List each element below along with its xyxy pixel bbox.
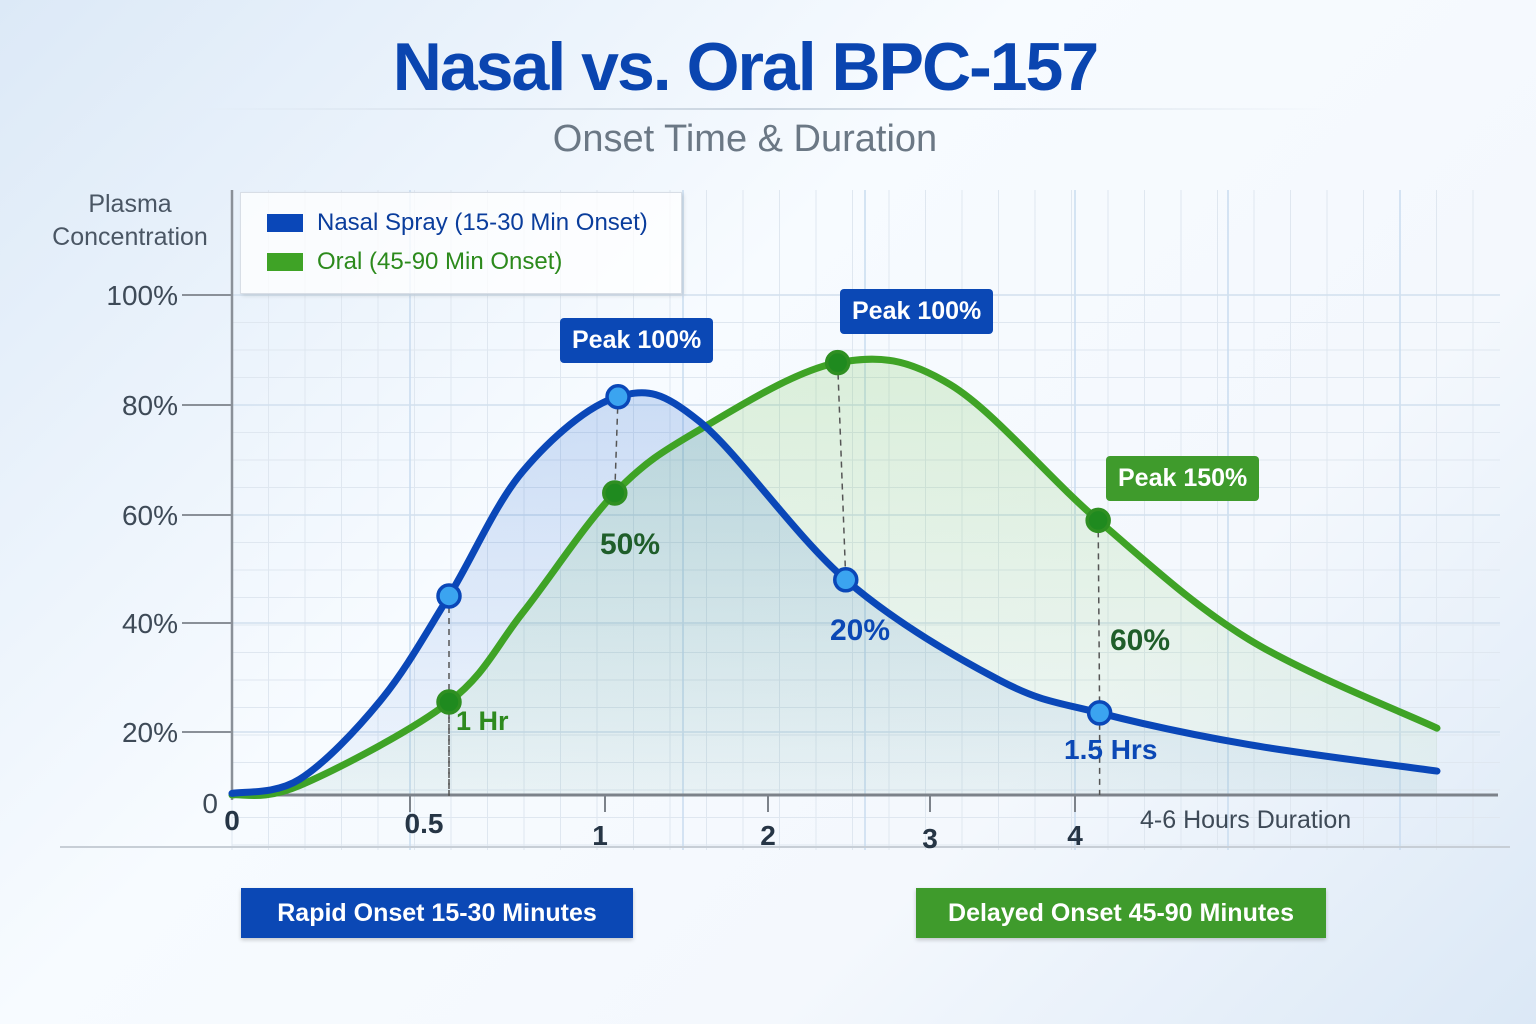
marker-oral (436, 689, 462, 715)
legend-swatch-oral (267, 253, 303, 271)
marker-oral (602, 480, 628, 506)
y-tick-label: 20% (122, 717, 178, 748)
x-tick-label: 4 (1067, 820, 1083, 851)
y-tick-label: 40% (122, 608, 178, 639)
chart-subtitle: Onset Time & Duration (552, 118, 938, 160)
legend-swatch-nasal (267, 214, 303, 232)
rapid-onset-banner: Rapid Onset 15-30 Minutes (241, 888, 633, 938)
y-tick-label: 80% (122, 390, 178, 421)
oral-peak-callout: Peak 100% (840, 289, 994, 334)
legend: Nasal Spray (15-30 Min Onset) Oral (45-9… (240, 192, 682, 294)
marker-oral (1085, 507, 1111, 534)
area-nasal (232, 392, 1437, 795)
guide-line (614, 396, 619, 494)
one-five-hrs-label: 1.5 Hrs (1064, 734, 1158, 765)
y-tick-label: 0 (202, 788, 218, 819)
fifty-percent-label: 50% (600, 528, 661, 561)
x-tick-label: 0.5 (405, 808, 444, 839)
one-hr-label: 1 Hr (456, 706, 509, 736)
marker-nasal (605, 384, 631, 410)
x-tick-label: 0 (224, 805, 240, 836)
nasal-peak-callout: Peak 100% (560, 318, 714, 363)
guide-line (836, 362, 847, 580)
title-divider (200, 108, 1330, 110)
legend-item-nasal: Nasal Spray (15-30 Min Onset) (267, 209, 648, 237)
delayed-onset-banner: Delayed Onset 45-90 Minutes (916, 888, 1326, 938)
line-oral (228, 355, 1441, 800)
y-axis-label: Plasma Concentration (52, 190, 208, 251)
y-tick-label: 100% (106, 280, 178, 311)
legend-label-nasal: Nasal Spray (15-30 Min Onset) (317, 209, 648, 236)
marker-nasal (436, 583, 462, 609)
marker-oral (824, 349, 851, 376)
x-tick-label: 1 (592, 820, 608, 851)
chart-title: Nasal vs. Oral BPC-157 (392, 29, 1099, 105)
oral-late-callout: Peak 150% (1106, 456, 1260, 501)
sixty-percent-label: 60% (1110, 624, 1171, 657)
marker-nasal (1086, 700, 1113, 726)
line-nasal (228, 389, 1441, 797)
duration-label: 4-6 Hours Duration (1140, 806, 1352, 834)
y-tick-label: 60% (122, 500, 178, 531)
legend-label-oral: Oral (45-90 Min Onset) (317, 248, 563, 275)
marker-nasal (833, 567, 859, 593)
x-tick-label: 2 (760, 820, 776, 851)
x-tick-label: 3 (922, 823, 938, 854)
twenty-percent-label: 20% (830, 614, 891, 647)
legend-item-oral: Oral (45-90 Min Onset) (267, 248, 562, 276)
